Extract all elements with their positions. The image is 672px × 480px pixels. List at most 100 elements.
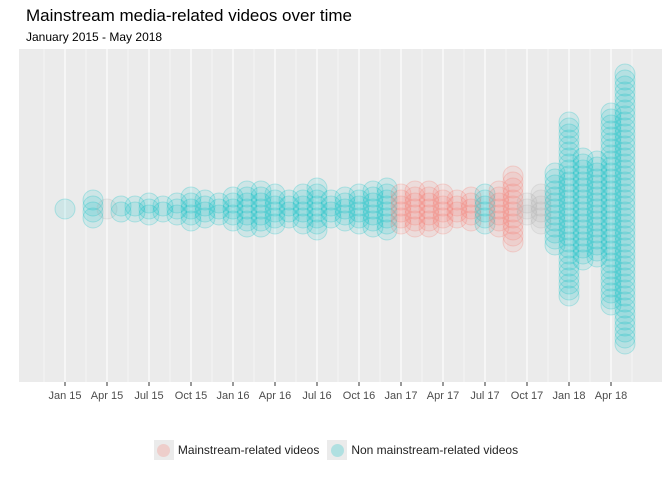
data-point — [614, 213, 636, 235]
x-tick-label: Jan 17 — [384, 390, 417, 402]
data-point — [614, 195, 636, 217]
data-point — [460, 186, 482, 208]
data-point — [586, 162, 608, 184]
data-point — [558, 201, 580, 223]
data-point — [600, 186, 622, 208]
data-point — [544, 216, 566, 238]
data-point — [572, 159, 594, 181]
data-point — [306, 207, 328, 229]
data-point — [614, 267, 636, 289]
data-point — [96, 198, 118, 220]
data-point — [572, 147, 594, 169]
data-point — [614, 75, 636, 97]
data-point — [222, 186, 244, 208]
data-point — [418, 186, 440, 208]
data-point — [502, 225, 524, 247]
chart-title: Mainstream media-related videos over tim… — [26, 6, 352, 25]
data-point — [362, 186, 384, 208]
data-point — [432, 189, 454, 211]
data-point — [292, 183, 314, 205]
data-point — [572, 171, 594, 193]
data-point — [418, 180, 440, 202]
data-point — [306, 189, 328, 211]
data-point — [558, 243, 580, 265]
data-point — [348, 189, 370, 211]
data-point — [558, 267, 580, 289]
data-point — [530, 195, 552, 217]
data-point — [222, 210, 244, 232]
data-point — [166, 192, 188, 214]
data-point — [264, 207, 286, 229]
data-point — [194, 207, 216, 229]
data-point — [558, 135, 580, 157]
data-point — [558, 207, 580, 229]
data-point — [614, 165, 636, 187]
data-point — [558, 129, 580, 151]
data-point — [558, 195, 580, 217]
data-point — [376, 189, 398, 211]
data-point — [474, 201, 496, 223]
data-point — [614, 141, 636, 163]
data-point — [614, 207, 636, 229]
data-point — [376, 183, 398, 205]
data-point — [600, 144, 622, 166]
data-point — [572, 249, 594, 271]
data-point — [614, 111, 636, 133]
data-point — [404, 192, 426, 214]
data-point — [208, 204, 230, 226]
x-tick-label: Apr 15 — [91, 390, 123, 402]
data-point — [82, 189, 104, 211]
legend: Mainstream-related videos Non mainstream… — [0, 440, 672, 460]
data-point — [376, 213, 398, 235]
data-point — [488, 216, 510, 238]
data-point — [530, 213, 552, 235]
data-point — [614, 153, 636, 175]
data-point — [390, 201, 412, 223]
data-point — [138, 192, 160, 214]
data-point — [600, 108, 622, 130]
data-point — [614, 309, 636, 331]
data-point — [460, 198, 482, 220]
data-point — [586, 216, 608, 238]
data-point — [390, 183, 412, 205]
data-point — [572, 231, 594, 253]
legend-label-mainstream: Mainstream-related videos — [177, 443, 320, 457]
data-point — [600, 114, 622, 136]
data-point — [614, 105, 636, 127]
data-point — [166, 204, 188, 226]
data-point — [558, 111, 580, 133]
x-tick-label: Apr 17 — [427, 390, 459, 402]
data-point — [600, 264, 622, 286]
data-point — [600, 132, 622, 154]
data-point — [292, 201, 314, 223]
data-point — [614, 327, 636, 349]
data-point — [474, 213, 496, 235]
data-point — [614, 285, 636, 307]
data-point — [558, 285, 580, 307]
plot-panel — [19, 49, 662, 382]
data-point — [180, 192, 202, 214]
x-tick-label: Jul 16 — [302, 390, 331, 402]
data-point — [264, 201, 286, 223]
data-point — [600, 204, 622, 226]
data-point — [488, 198, 510, 220]
data-point — [586, 234, 608, 256]
data-point — [418, 192, 440, 214]
data-point — [586, 210, 608, 232]
data-point — [600, 282, 622, 304]
data-point — [222, 198, 244, 220]
data-point — [446, 207, 468, 229]
data-point — [558, 183, 580, 205]
data-point — [572, 237, 594, 259]
data-point — [236, 204, 258, 226]
data-point — [362, 216, 384, 238]
legend-item-non-mainstream: Non mainstream-related videos — [327, 440, 518, 460]
data-point — [600, 270, 622, 292]
data-point — [614, 249, 636, 271]
data-point — [236, 186, 258, 208]
data-point — [460, 204, 482, 226]
legend-dot-mainstream — [157, 443, 171, 457]
data-point — [558, 237, 580, 259]
data-point — [558, 279, 580, 301]
data-point — [586, 168, 608, 190]
